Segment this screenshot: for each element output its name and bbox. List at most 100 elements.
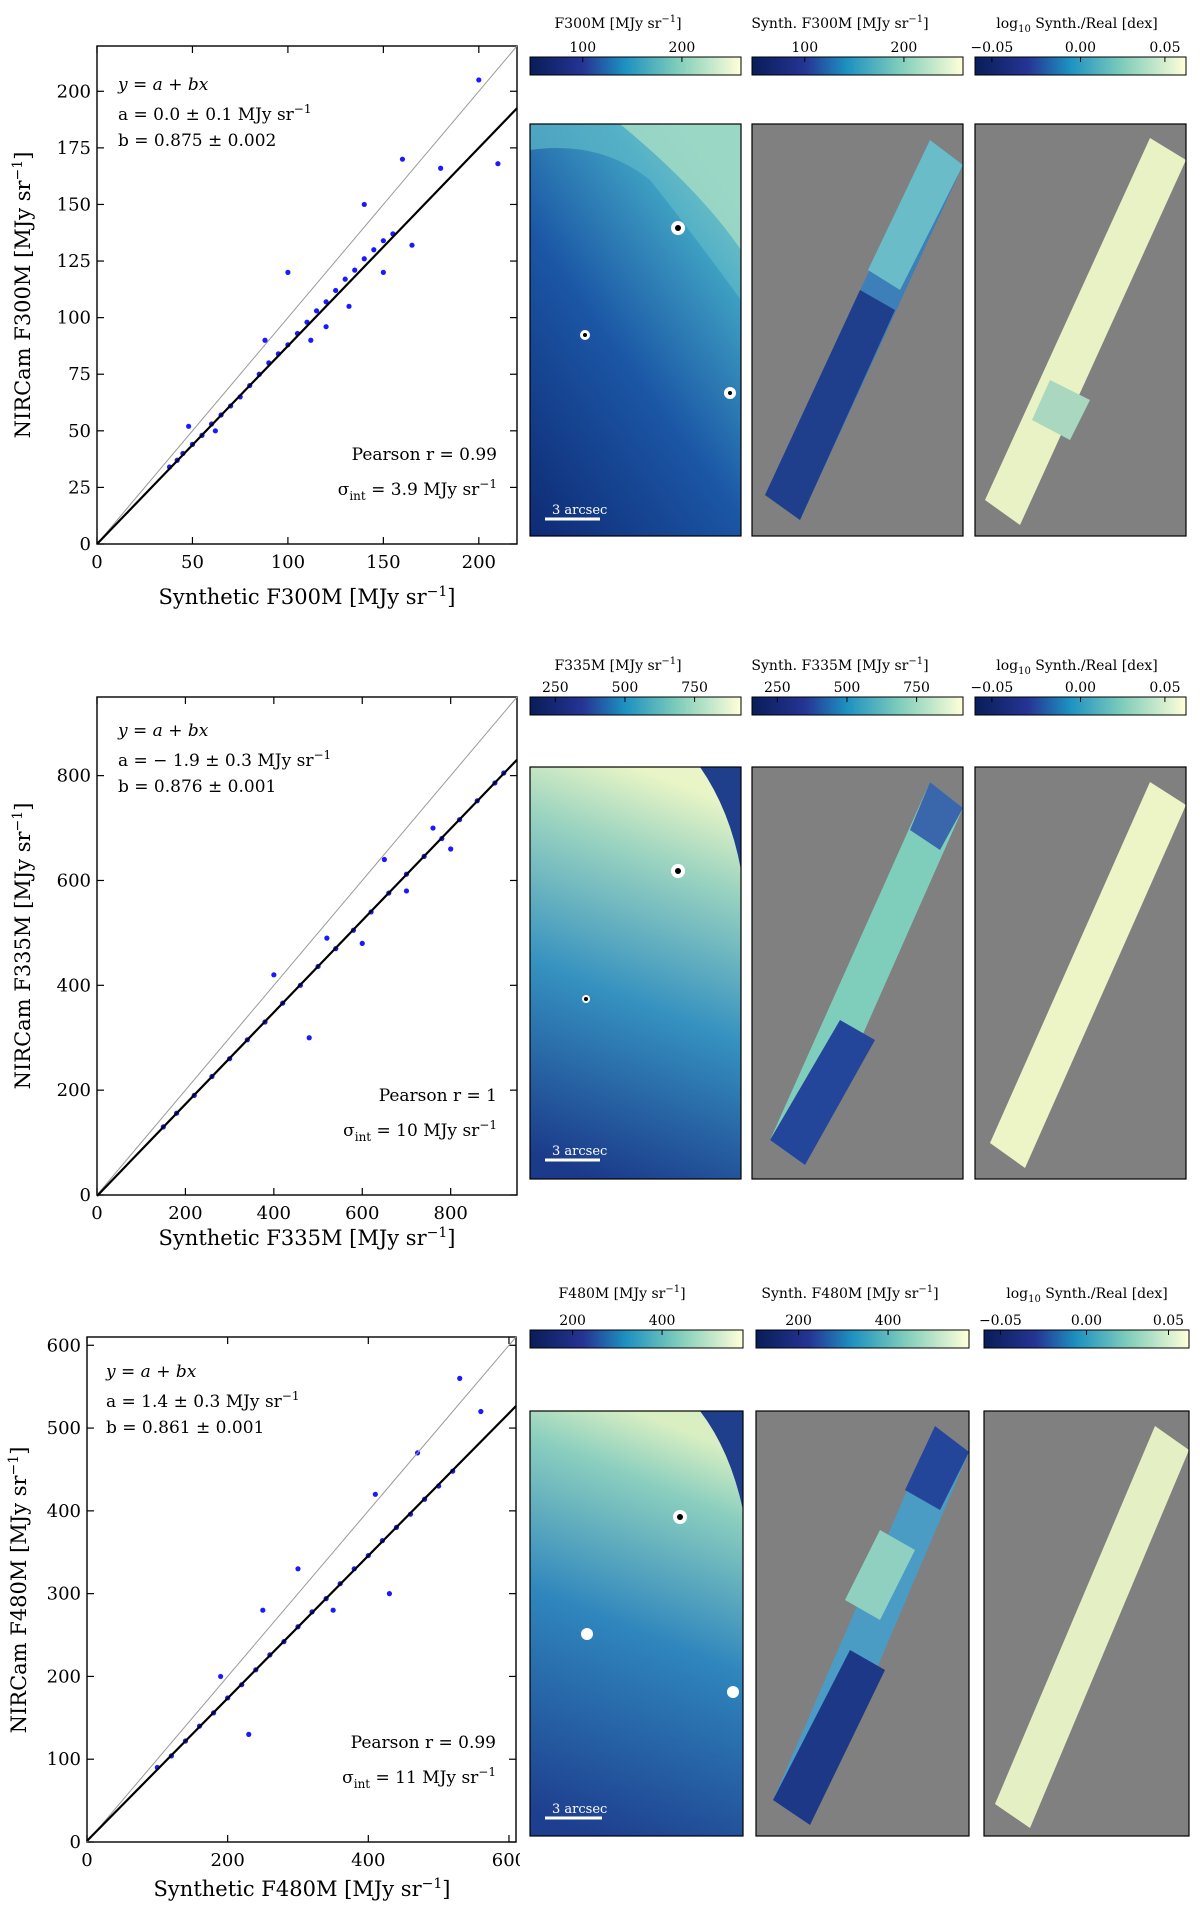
y-tick-label: 800 xyxy=(57,766,91,787)
y-tick-label: 400 xyxy=(57,975,91,996)
axis-ticks: 0 50 100 150 200 0 25 50 75 100 125 150 175 200 xyxy=(57,46,517,573)
colorbar-synth xyxy=(751,56,964,76)
real-image-panel: 3 arcsec xyxy=(529,1410,744,1837)
colorbar-tick-label: 200 xyxy=(669,40,696,56)
synth-image-panel xyxy=(755,1410,970,1837)
colorbar-tick-label: 0.00 xyxy=(1065,40,1096,56)
data-point xyxy=(342,276,348,282)
data-point xyxy=(260,1607,266,1613)
y-tick-label: 200 xyxy=(57,1080,91,1101)
colorbar-tick-label: −0.05 xyxy=(979,1313,1022,1329)
y-tick-label: 175 xyxy=(57,138,91,159)
x-tick-label: 200 xyxy=(168,1203,202,1224)
scalebar-label: 3 arcsec xyxy=(552,503,607,518)
colorbar-synth xyxy=(755,1329,970,1349)
colorbar-ticks-ratio: −0.05 0.00 0.05 xyxy=(979,1313,1184,1335)
x-tick-label: 800 xyxy=(434,1203,468,1224)
colorbar-ticks-ratio: −0.05 0.00 0.05 xyxy=(970,40,1180,62)
real-image-panel: 3 arcsec xyxy=(529,123,742,537)
x-tick-label: 200 xyxy=(462,552,496,573)
real-image-panel: 3 arcsec xyxy=(529,766,742,1180)
colorbar-tick-label: 200 xyxy=(559,1313,586,1329)
colorbar-synth xyxy=(751,696,964,716)
data-point xyxy=(409,242,415,248)
one-to-one-line xyxy=(86,1336,517,1843)
x-tick-label: 50 xyxy=(181,552,204,573)
scatter-plot-f480m: 0 200 400 600 0 100 200 300 400 500 600 y = a + bx… xyxy=(6,1335,520,1901)
x-tick-label: 0 xyxy=(81,1850,92,1871)
colorbar-tick-label: 0.05 xyxy=(1149,680,1180,696)
x-tick-label: 600 xyxy=(492,1850,520,1871)
scalebar-label: 3 arcsec xyxy=(552,1802,607,1817)
image-panels-f335m: F335M [MJy sr−1] 250 500 750 Synth. F335M … xyxy=(529,656,1187,1180)
y-tick-label: 300 xyxy=(47,1584,81,1605)
axis-ticks: 0 200 400 600 0 100 200 300 400 500 600 xyxy=(47,1335,520,1871)
colorbar-tick-label: 400 xyxy=(875,1313,902,1329)
plot-frame xyxy=(96,45,518,545)
y-axis-label: NIRCam F480M [MJy sr−1] xyxy=(6,1447,31,1734)
pearson-text: Pearson r = 0.99 xyxy=(351,1733,496,1753)
y-tick-label: 500 xyxy=(47,1418,81,1439)
colorbar-tick-label: 400 xyxy=(649,1313,676,1329)
x-tick-label: 400 xyxy=(257,1203,291,1224)
colorbar-tick-label: 750 xyxy=(681,680,708,696)
y-tick-label: 0 xyxy=(80,1185,91,1206)
a-text: a = 1.4 ± 0.3 MJy sr−1 xyxy=(106,1389,300,1412)
colorbar-tick-label: 100 xyxy=(791,40,818,56)
fit-line xyxy=(96,107,518,545)
colorbar-tick-label: 0.05 xyxy=(1149,40,1180,56)
ratio-image-panel xyxy=(983,1410,1190,1837)
y-axis-label: NIRCam F335M [MJy sr−1] xyxy=(10,803,35,1090)
colorbar-title-ratio: log10 Synth./Real [dex] xyxy=(1006,1286,1168,1305)
colorbar-title-real: F335M [MJy sr−1] xyxy=(554,656,681,674)
colorbar-title-synth: Synth. F300M [MJy sr−1] xyxy=(751,14,928,32)
colorbar-tick-label: −0.05 xyxy=(970,680,1013,696)
colorbar-ticks-synth: 100 200 xyxy=(791,40,917,62)
data-point xyxy=(323,324,329,330)
data-point xyxy=(476,77,482,83)
data-point xyxy=(324,935,330,941)
data-point xyxy=(271,972,277,978)
b-text: b = 0.876 ± 0.001 xyxy=(118,777,276,797)
image-panels-f300m: F300M [MJy sr−1] 100 200 Synth. F300M [MJ… xyxy=(529,14,1187,537)
colorbar-tick-label: 0.00 xyxy=(1065,680,1096,696)
data-point xyxy=(330,1607,336,1613)
x-axis-label: Synthetic F300M [MJy sr−1] xyxy=(159,584,456,609)
colorbar-title-real: F300M [MJy sr−1] xyxy=(554,14,681,32)
b-text: b = 0.875 ± 0.002 xyxy=(118,131,276,151)
one-to-one-line xyxy=(96,696,518,1196)
data-point xyxy=(361,256,367,262)
synth-image-panel xyxy=(751,123,964,537)
x-tick-label: 150 xyxy=(366,552,400,573)
data-point xyxy=(212,428,218,434)
plot-frame xyxy=(96,696,518,1196)
colorbar-tick-label: 200 xyxy=(785,1313,812,1329)
a-text: a = 0.0 ± 0.1 MJy sr−1 xyxy=(118,102,312,125)
data-point xyxy=(381,856,387,863)
sigma-text: σint = 10 MJy sr−1 xyxy=(343,1118,497,1144)
data-point xyxy=(306,1035,312,1041)
colorbar-ticks-synth: 250 500 750 xyxy=(764,680,930,702)
data-point xyxy=(403,888,410,894)
y-tick-label: 50 xyxy=(68,421,91,442)
data-point xyxy=(295,1566,301,1572)
colorbar-real xyxy=(529,1329,744,1349)
colorbar-ticks-real: 250 500 750 xyxy=(542,680,708,702)
data-point xyxy=(308,337,314,343)
fit-line xyxy=(96,758,518,1197)
colorbar-tick-label: 100 xyxy=(569,40,596,56)
y-tick-label: 200 xyxy=(47,1666,81,1687)
y-tick-label: 200 xyxy=(57,81,91,102)
colorbar-title-synth: Synth. F480M [MJy sr−1] xyxy=(761,1284,938,1302)
colorbar-tick-label: 500 xyxy=(612,680,639,696)
ratio-image-panel xyxy=(974,123,1187,537)
x-tick-label: 400 xyxy=(351,1850,385,1871)
data-point xyxy=(380,269,386,275)
colorbar-ticks-real: 100 200 xyxy=(569,40,695,62)
one-to-one-line xyxy=(96,45,518,545)
x-tick-label: 600 xyxy=(345,1203,379,1224)
colorbar-tick-label: 250 xyxy=(542,680,569,696)
scalebar-label: 3 arcsec xyxy=(552,1144,607,1159)
data-point xyxy=(262,337,268,343)
y-tick-label: 150 xyxy=(57,194,91,215)
